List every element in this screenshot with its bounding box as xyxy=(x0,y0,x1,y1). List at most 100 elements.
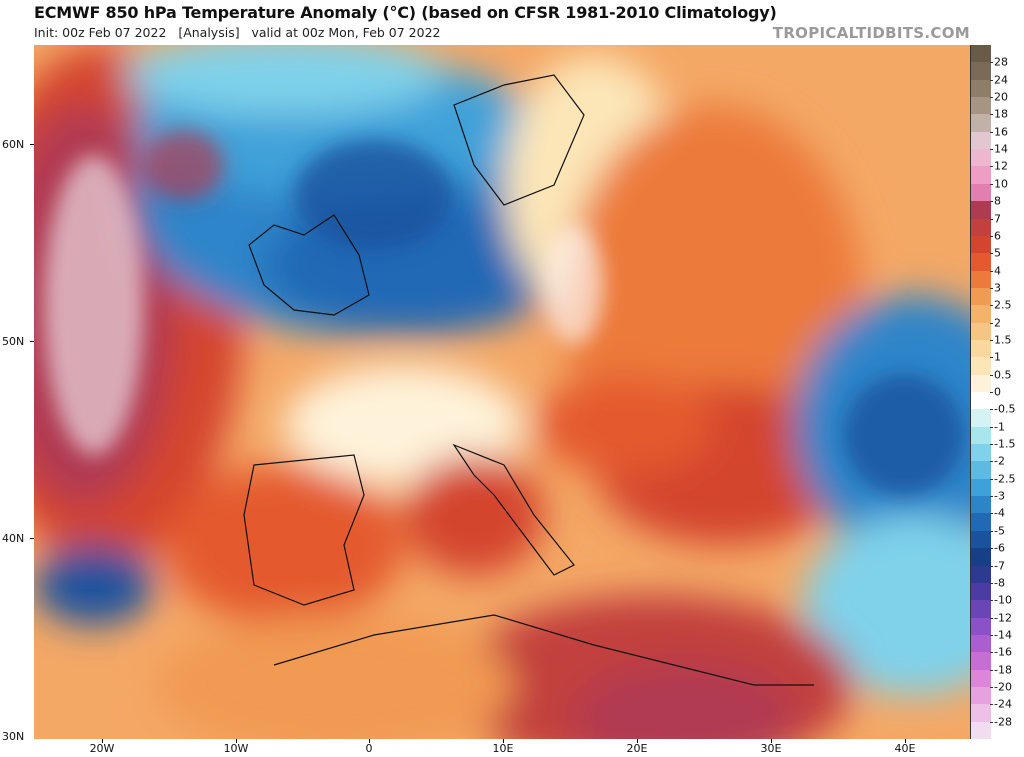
colorbar-segment xyxy=(971,704,991,723)
iberia-warm-anomaly xyxy=(164,465,404,625)
map-subtitle: Init: 00z Feb 07 2022 [Analysis] valid a… xyxy=(34,25,441,40)
colorbar-label: 24 xyxy=(994,73,1008,87)
colorbar-segment xyxy=(971,149,991,167)
colorbar-segment xyxy=(971,114,991,133)
colorbar-label: 3 xyxy=(994,281,1001,295)
lat-tick xyxy=(30,144,34,145)
colorbar-label: 20 xyxy=(994,90,1008,104)
colorbar-tick xyxy=(990,392,993,393)
colorbar-segment xyxy=(971,478,991,497)
colorbar-tick xyxy=(990,478,993,480)
lon-label-20w: 20W xyxy=(89,742,115,755)
colorbar-segment xyxy=(971,634,991,653)
colorbar-segment xyxy=(971,45,991,63)
colorbar-segment xyxy=(971,617,991,636)
colorbar-segment xyxy=(971,686,991,705)
colorbar-label: -12 xyxy=(994,611,1012,625)
colorbar-segment xyxy=(971,582,991,601)
colorbar-segment xyxy=(971,513,991,532)
lon-label-10w: 10W xyxy=(223,742,249,755)
lon-label-0: 0 xyxy=(365,742,373,755)
colorbar-tick xyxy=(990,565,993,567)
colorbar-segment xyxy=(971,548,991,566)
lon-label-40e: 40E xyxy=(894,742,916,755)
colorbar-tick xyxy=(990,79,993,81)
colorbar-label: -18 xyxy=(994,663,1012,677)
colorbar-tick xyxy=(990,582,993,584)
colorbar-segment xyxy=(971,287,991,306)
colorbar-label: -10 xyxy=(994,593,1012,607)
colorbar-label: -16 xyxy=(994,645,1012,659)
lon-tick xyxy=(637,739,638,743)
colorbar-segment xyxy=(971,652,991,671)
colorbar-label: 12 xyxy=(994,159,1008,173)
colorbar-label: -4 xyxy=(994,506,1005,520)
lon-label-30e: 30E xyxy=(760,742,782,755)
colorbar-tick xyxy=(990,496,993,498)
colorbar-label: 6 xyxy=(994,229,1001,243)
colorbar-segment xyxy=(971,392,991,410)
colorbar-label: -2.5 xyxy=(994,472,1016,486)
lon-tick xyxy=(771,739,772,743)
colorbar-label: -5 xyxy=(994,524,1005,538)
colorbar-label: -7 xyxy=(994,559,1005,572)
france-neutral-anomaly xyxy=(284,365,524,485)
lon-tick xyxy=(503,739,504,743)
colorbar-label: 1.5 xyxy=(994,333,1012,347)
lat-label-30n: 30N xyxy=(2,730,25,743)
colorbar-tick xyxy=(990,357,993,359)
colorbar-tick xyxy=(990,287,993,289)
coastlines xyxy=(243,74,814,686)
colorbar-label: -1 xyxy=(994,420,1005,434)
lon-tick xyxy=(236,739,237,743)
colorbar-segment xyxy=(971,62,991,81)
colorbar-label: -0.5 xyxy=(994,402,1016,416)
colorbar-tick xyxy=(990,686,993,688)
colorbar-label: 14 xyxy=(994,142,1008,156)
lat-tick xyxy=(30,341,34,342)
colorbar-tick xyxy=(990,444,993,446)
colorbar-tick xyxy=(990,721,993,723)
colorbar-label: -3 xyxy=(994,489,1005,503)
colorbar-segment xyxy=(971,721,991,740)
colorbar-tick xyxy=(990,339,993,341)
colorbar-label: -20 xyxy=(994,680,1012,694)
brand-watermark[interactable]: TROPICALTIDBITS.COM xyxy=(772,24,970,42)
colorbar-tick xyxy=(990,62,993,64)
colorbar-tick xyxy=(990,704,993,706)
colorbar-label: -24 xyxy=(994,697,1012,711)
colorbar-label: 7 xyxy=(994,212,1001,225)
colorbar-label: -14 xyxy=(994,628,1012,642)
colorbar-tick xyxy=(990,166,993,168)
colorbar-segment xyxy=(971,201,991,219)
colorbar-label: -1.5 xyxy=(994,437,1016,451)
colorbar-tick xyxy=(990,513,993,515)
colorbar-label: 16 xyxy=(994,125,1008,139)
anomaly-field xyxy=(34,45,970,739)
colorbar-segment xyxy=(971,357,991,376)
colorbar-label: 0.5 xyxy=(994,368,1012,382)
colorbar-segment xyxy=(971,461,991,480)
colorbar-tick xyxy=(990,149,993,151)
lon-label-10e: 10E xyxy=(492,742,514,755)
anomaly-map[interactable] xyxy=(34,45,970,739)
colorbar-tick xyxy=(990,97,993,99)
lon-tick xyxy=(102,739,103,743)
colorbar-segment xyxy=(971,97,991,115)
colorbar-label: 5 xyxy=(994,246,1001,260)
colorbar-tick xyxy=(990,669,993,671)
colorbar-tick xyxy=(990,530,993,532)
colorbar-tick xyxy=(990,374,993,376)
colorbar-segment xyxy=(971,374,991,393)
colorbar-tick xyxy=(990,305,993,307)
colorbar-tick xyxy=(990,270,993,272)
colorbar-segment xyxy=(971,426,991,445)
colorbar-label: 4 xyxy=(994,264,1001,278)
colorbar-tick xyxy=(990,426,993,428)
colorbar-tick xyxy=(990,201,993,203)
lat-label-40n: 40N xyxy=(2,532,25,545)
colorbar-label: 10 xyxy=(994,177,1008,191)
colorbar-segment xyxy=(971,270,991,289)
colorbar-tick xyxy=(990,409,993,411)
lat-tick xyxy=(30,538,34,539)
